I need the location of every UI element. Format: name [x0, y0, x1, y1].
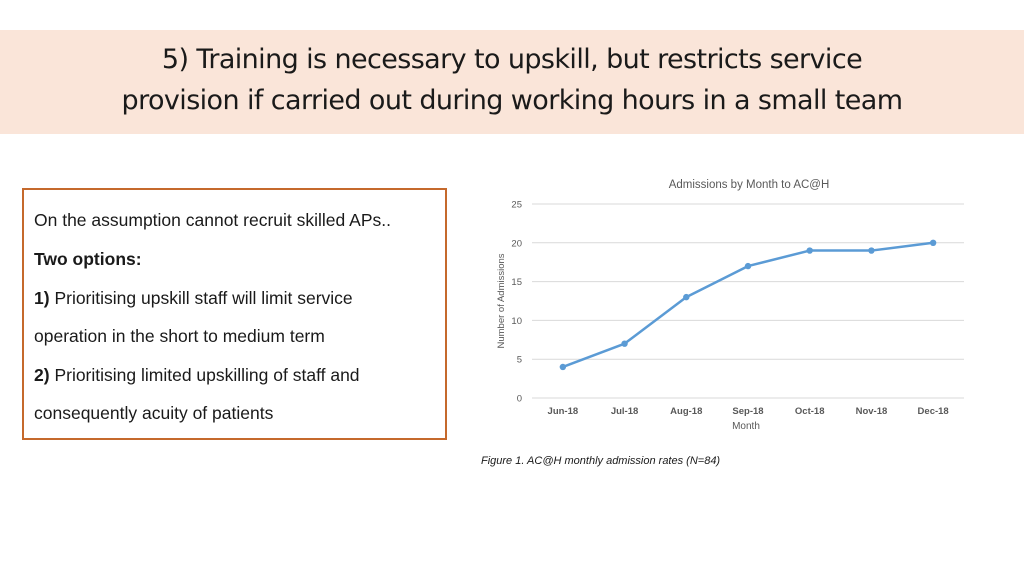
x-tick-label: Oct-18	[795, 406, 825, 417]
y-tick-label: 5	[517, 355, 522, 366]
slide-title-line-1: 5) Training is necessary to upskill, but…	[161, 44, 863, 75]
option-1-line-a: 1) Prioritising upskill staff will limit…	[34, 288, 353, 309]
data-point	[806, 247, 813, 254]
x-tick-label: Aug-18	[670, 406, 702, 417]
y-tick-label: 15	[511, 277, 522, 288]
data-point	[929, 239, 937, 246]
option-1-number: 1)	[34, 288, 50, 308]
title-band: 5) Training is necessary to upskill, but…	[0, 30, 1024, 134]
y-tick-label: 10	[511, 316, 522, 327]
option-2-number: 2)	[34, 365, 50, 385]
y-tick-label: 0	[517, 394, 522, 405]
option-2-text-a: Prioritising limited upskilling of staff…	[54, 365, 360, 385]
slide-title-line-2: provision if carried out during working …	[121, 85, 903, 116]
option-1-text-b: operation in the short to medium term	[34, 326, 325, 346]
x-axis-label: Month	[732, 421, 760, 432]
data-point	[744, 262, 752, 270]
data-point	[621, 340, 628, 347]
series-line	[562, 241, 934, 369]
x-tick-label: Nov-18	[856, 406, 888, 417]
data-point	[683, 293, 690, 301]
y-tick-label: 20	[511, 238, 522, 249]
admissions-line-chart: Admissions by Month to AC@H 0 5 10 15 20 25 Num…	[496, 179, 964, 432]
x-tick-label: Sep-18	[732, 406, 763, 417]
options-textbox: On the assumption cannot recruit skilled…	[22, 188, 447, 440]
option-2-line-a: 2) Prioritising limited upskilling of st…	[34, 365, 360, 386]
data-point	[559, 363, 567, 371]
x-tick-label: Jun-18	[548, 406, 579, 417]
option-2-text-b: consequently acuity of patients	[34, 403, 274, 423]
y-axis-label: Number of Admissions	[496, 253, 507, 348]
data-point	[868, 247, 875, 254]
intro-text: On the assumption cannot recruit skilled…	[34, 210, 391, 230]
option-1-text-a: Prioritising upskill staff will limit se…	[54, 288, 353, 308]
x-tick-label: Dec-18	[918, 406, 949, 417]
chart-title: Admissions by Month to AC@H	[669, 179, 830, 191]
x-tick-label: Jul-18	[611, 406, 638, 417]
figure-caption: Figure 1. AC@H monthly admission rates (…	[481, 455, 721, 467]
options-heading: Two options:	[34, 249, 142, 269]
y-tick-label: 25	[511, 200, 522, 211]
